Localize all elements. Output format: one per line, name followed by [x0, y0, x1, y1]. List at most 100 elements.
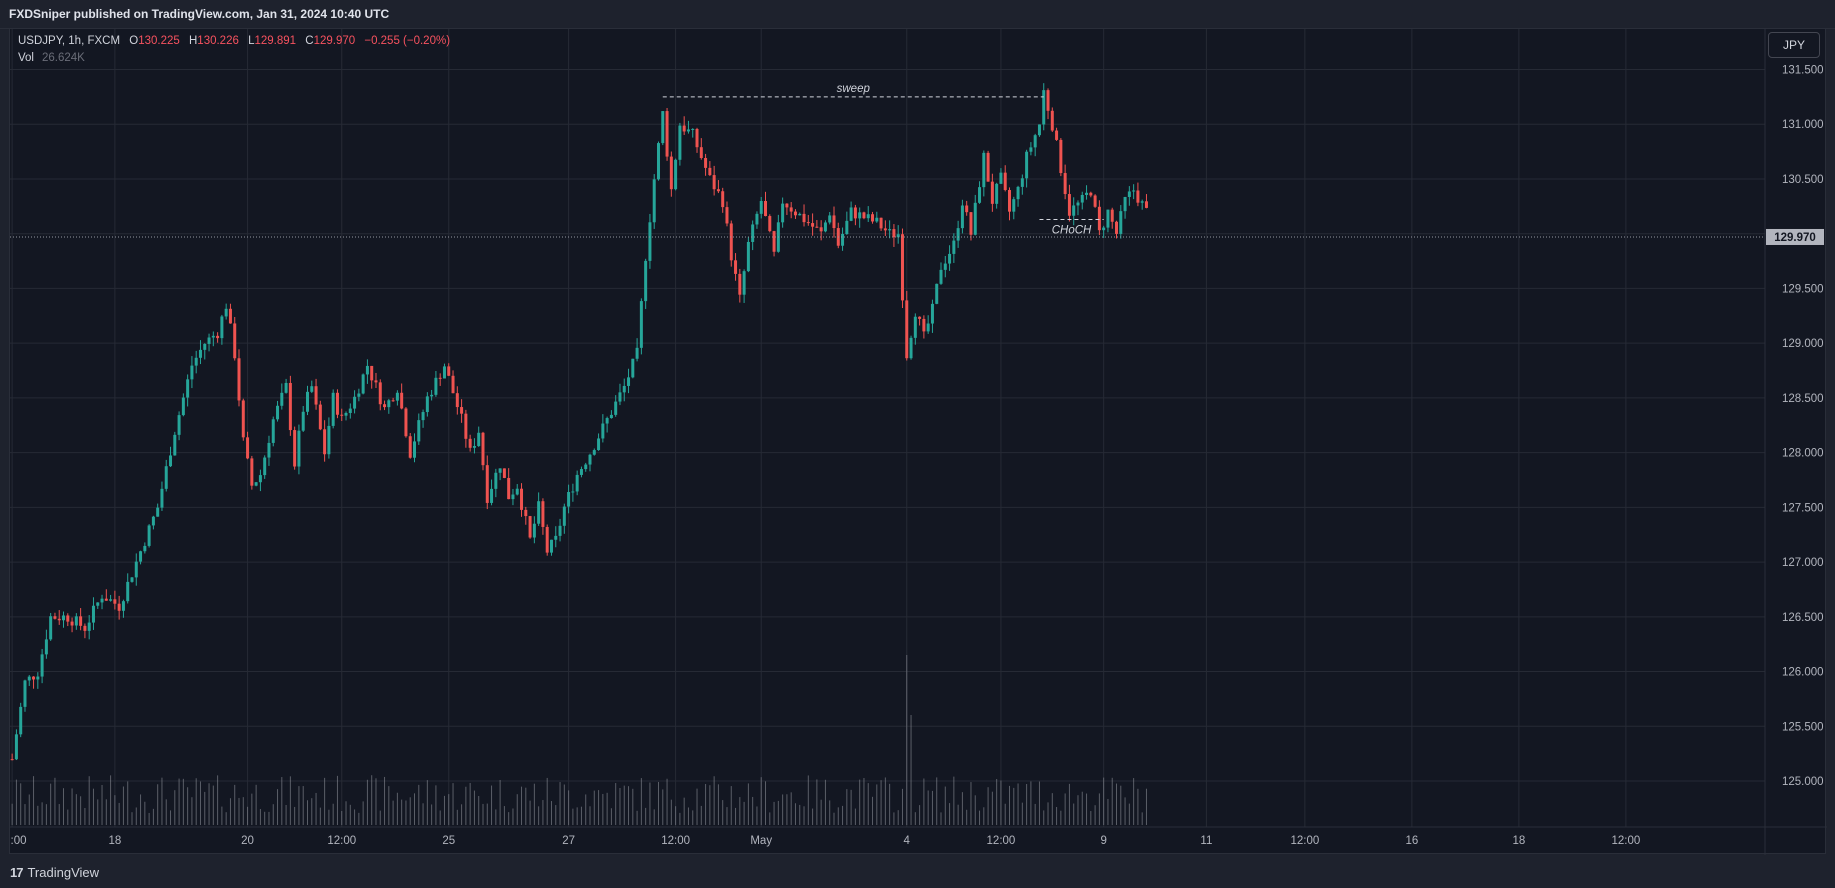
footer-bar: 17 TradingView — [0, 856, 1835, 888]
candle-body — [648, 222, 652, 261]
candle-body — [173, 434, 177, 456]
candle-body — [96, 602, 100, 606]
candle-body — [926, 323, 930, 332]
candle-body — [194, 357, 198, 366]
candle-body — [293, 430, 297, 467]
tradingview-brand[interactable]: 17 TradingView — [10, 865, 99, 880]
candle-body — [477, 432, 481, 447]
chart-pane[interactable]: 131.500131.000130.500130.000129.500129.0… — [9, 28, 1827, 855]
candle-body — [772, 231, 776, 252]
candle-body — [100, 598, 104, 603]
y-tick-label: 128.000 — [1782, 448, 1824, 460]
candle-body — [186, 379, 190, 398]
candle-body — [32, 676, 36, 680]
y-tick-label: 125.500 — [1782, 721, 1824, 733]
y-tick-label: 127.000 — [1782, 557, 1824, 569]
currency-button[interactable]: JPY — [1768, 32, 1820, 58]
candle-body — [1007, 190, 1011, 212]
candle-body — [62, 615, 66, 621]
candle-body — [74, 616, 78, 626]
candle-body — [678, 125, 682, 160]
candle-body — [1115, 221, 1119, 234]
open-label: O — [129, 35, 139, 47]
candle-body — [1080, 194, 1084, 203]
candle-body — [571, 491, 575, 493]
candle-body — [421, 412, 425, 421]
candle-body — [1097, 206, 1101, 231]
annotation-label: CHoCH — [1052, 224, 1092, 236]
change-value: −0.255 (−0.20%) — [364, 35, 451, 47]
candle-body — [1085, 192, 1089, 195]
candle-body — [618, 392, 622, 402]
candle-body — [930, 303, 934, 324]
candle-body — [759, 201, 763, 214]
candle-body — [305, 391, 309, 412]
candle-body — [729, 223, 733, 261]
candle-body — [49, 616, 53, 640]
candle-body — [858, 212, 862, 219]
candle-body — [472, 446, 476, 448]
y-tick-label: 128.500 — [1782, 393, 1824, 405]
candle-body — [181, 397, 185, 416]
candle-body — [905, 300, 909, 359]
candle-body — [528, 516, 532, 538]
candle-body — [169, 455, 173, 467]
candle-body — [139, 551, 143, 562]
candle-body — [374, 380, 378, 383]
candle-body — [695, 128, 699, 148]
y-tick-label: 130.500 — [1782, 174, 1824, 186]
candle-body — [871, 214, 875, 222]
x-tick-label: 12:00 — [10, 835, 27, 847]
candle-body — [430, 394, 434, 397]
x-tick-label: 9 — [1100, 835, 1106, 847]
candle-body — [23, 680, 27, 707]
candle-body — [883, 228, 887, 231]
symbol-label[interactable]: USDJPY, 1h, FXCM — [18, 35, 121, 47]
candle-body — [853, 207, 857, 219]
candle-body — [1089, 192, 1093, 196]
candle-body — [288, 382, 292, 431]
candle-body — [481, 432, 485, 466]
candle-body — [725, 207, 729, 224]
candle-body — [507, 477, 511, 500]
candle-body — [545, 526, 549, 553]
brand-name: TradingView — [27, 865, 100, 880]
x-tick-label: 12:00 — [987, 835, 1016, 847]
candle-body — [1055, 130, 1059, 140]
high-label: H — [188, 35, 198, 47]
candle-body — [70, 621, 74, 626]
candle-body — [541, 501, 545, 527]
candle-body — [815, 226, 819, 228]
candle-body — [785, 203, 789, 208]
x-tick-label: May — [750, 835, 772, 847]
candle-body — [241, 400, 245, 438]
candle-body — [36, 676, 40, 680]
candle-body — [554, 535, 558, 540]
candle-body — [83, 625, 87, 631]
candle-body — [271, 419, 275, 443]
candle-body — [365, 365, 369, 375]
candle-body — [622, 385, 626, 393]
candle-body — [742, 271, 746, 295]
candle-body — [246, 437, 250, 459]
candle-body — [652, 179, 656, 223]
candle-body — [250, 458, 254, 486]
candle-body — [117, 603, 121, 611]
candle-body — [44, 639, 48, 655]
low-label: L — [248, 35, 255, 47]
x-tick-label: 4 — [904, 835, 911, 847]
candle-body — [862, 212, 866, 219]
price-chart[interactable]: 131.500131.000130.500130.000129.500129.0… — [10, 29, 1827, 855]
candle-body — [164, 466, 168, 489]
candle-body — [656, 143, 660, 180]
candle-body — [331, 392, 335, 426]
candle-body — [490, 488, 494, 503]
candle-body — [686, 129, 690, 132]
candle-body — [1003, 172, 1007, 191]
candle-body — [909, 337, 913, 359]
candle-body — [254, 482, 258, 486]
candle-body — [575, 474, 579, 492]
tradingview-logo-icon: 17 — [10, 865, 24, 880]
candle-body — [969, 212, 973, 235]
high-value: 130.226 — [197, 35, 239, 47]
